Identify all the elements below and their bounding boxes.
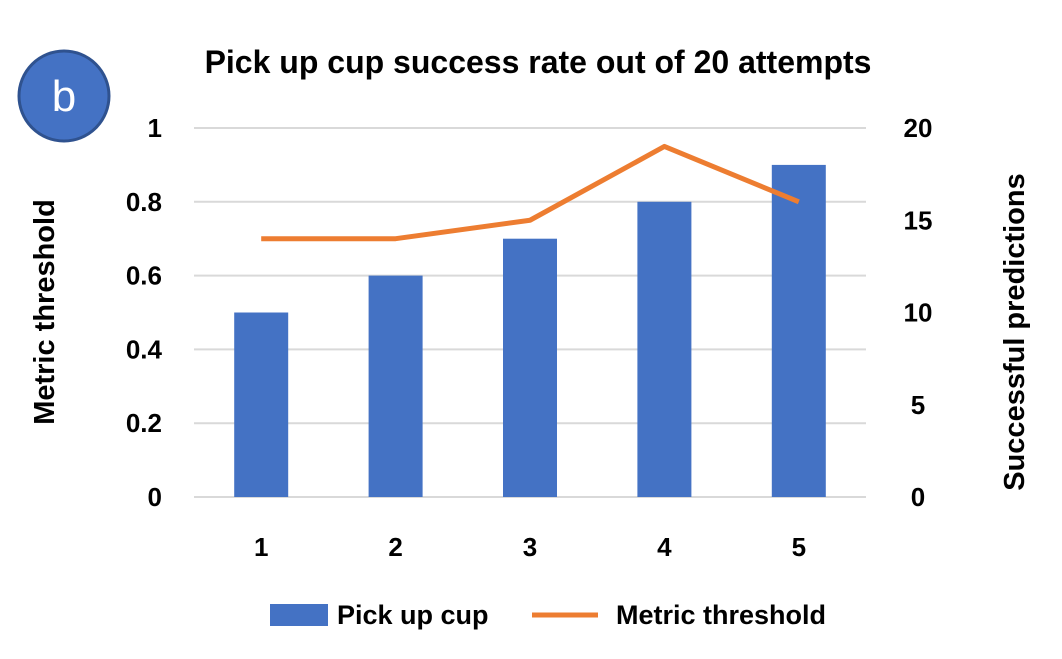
right-tick-label: 15 [904, 205, 933, 235]
left-axis-title: Metric threshold [29, 199, 61, 425]
line-series [261, 143, 800, 242]
bar [503, 238, 557, 497]
x-tick-label: 5 [792, 532, 806, 562]
left-tick-label: 0.2 [126, 408, 162, 438]
x-tick-label: 3 [523, 532, 537, 562]
right-tick-label: 20 [904, 113, 933, 143]
left-axis-ticks: 0 0.2 0.4 0.6 0.8 1 [126, 113, 163, 512]
left-tick-label: 0.8 [126, 187, 162, 217]
chart-title: Pick up cup success rate out of 20 attem… [205, 44, 872, 80]
legend-label-bar: Pick up cup [337, 600, 489, 630]
bar [368, 275, 423, 497]
bar [637, 201, 692, 498]
bar [771, 164, 826, 497]
right-tick-label: 10 [904, 298, 933, 328]
legend-swatch-bar [270, 604, 328, 626]
x-tick-label: 4 [657, 532, 672, 562]
x-tick-label: 1 [254, 532, 268, 562]
left-tick-label: 1 [148, 113, 162, 143]
bar-series [234, 164, 826, 498]
left-tick-label: 0 [148, 482, 162, 512]
legend-label-line: Metric threshold [616, 600, 826, 630]
x-tick-label: 2 [388, 532, 402, 562]
bar [234, 312, 289, 497]
badge-circle [17, 49, 111, 143]
left-tick-label: 0.4 [126, 334, 163, 364]
right-tick-label: 5 [911, 390, 925, 420]
right-axis-title: Successful predictions [999, 173, 1031, 491]
badge-label: b [52, 72, 76, 121]
right-tick-label: 0 [911, 482, 925, 512]
threshold-line [261, 143, 800, 242]
left-tick-label: 0.6 [126, 261, 162, 291]
x-axis-ticks: 1 2 3 4 5 [254, 532, 806, 562]
right-axis-ticks: 0 5 10 15 20 [904, 113, 933, 512]
